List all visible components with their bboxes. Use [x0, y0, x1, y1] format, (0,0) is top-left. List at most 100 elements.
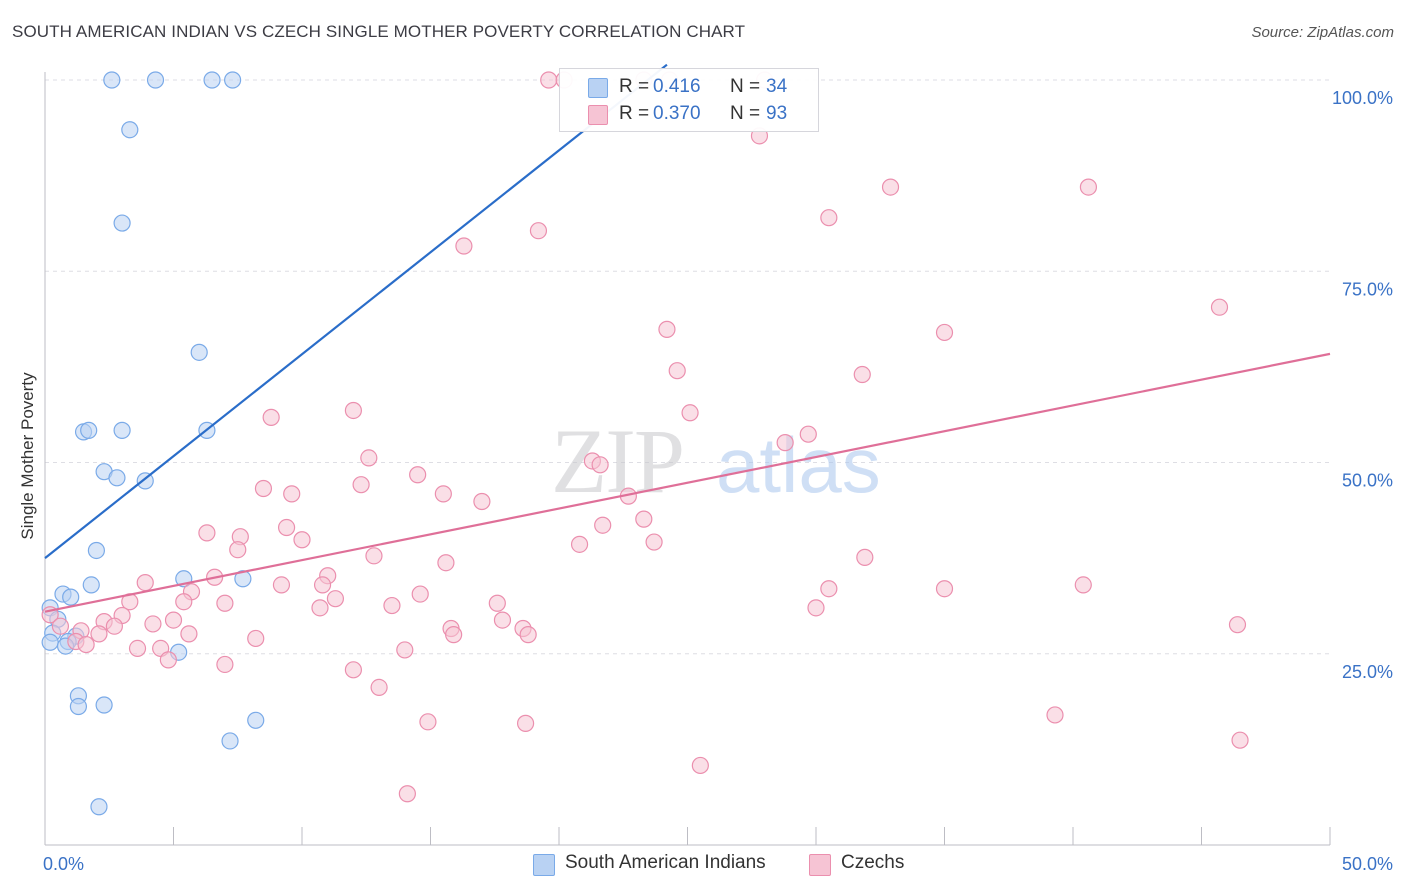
trend-line-south-american-indians — [44, 63, 668, 559]
legend-r-value: 0.416 — [653, 76, 701, 97]
point-czechs — [365, 547, 383, 565]
y-axis-label: Single Mother Poverty — [18, 372, 37, 540]
legend-r-label: R = — [619, 76, 650, 97]
watermark: ZIP atlas — [551, 410, 881, 512]
point-south-american-indians — [113, 421, 131, 439]
point-czechs — [128, 639, 147, 657]
point-czechs — [635, 510, 653, 528]
point-czechs — [272, 576, 291, 594]
watermark-zip: ZIP — [551, 410, 683, 512]
point-czechs — [668, 362, 686, 380]
point-czechs — [1046, 706, 1064, 724]
point-czechs — [935, 580, 954, 598]
legend-n-label: N = — [730, 103, 761, 124]
point-czechs — [313, 576, 332, 594]
point-czechs — [493, 611, 512, 629]
point-czechs — [820, 580, 838, 598]
point-czechs — [383, 596, 401, 615]
legend-row-czechs: R = 0.370 N = 93 — [560, 101, 818, 127]
y-tick-label: 25.0% — [1342, 662, 1393, 682]
point-czechs — [164, 611, 183, 629]
point-czechs — [105, 617, 123, 635]
point-czechs — [175, 593, 193, 611]
trend-line-czechs — [44, 352, 1331, 613]
point-czechs — [51, 617, 70, 635]
point-czechs — [90, 625, 108, 643]
legend-swatch-south-american-indians — [588, 78, 608, 98]
point-south-american-indians — [247, 711, 265, 729]
point-czechs — [1228, 616, 1247, 634]
point-czechs — [516, 714, 535, 732]
point-czechs — [344, 661, 362, 679]
legend-n-label: N = — [730, 76, 761, 97]
point-south-american-indians — [146, 71, 165, 89]
point-south-american-indians — [87, 541, 106, 560]
point-czechs — [216, 594, 234, 612]
point-south-american-indians — [41, 633, 59, 651]
point-czechs — [216, 655, 234, 674]
point-czechs — [326, 590, 345, 608]
point-czechs — [254, 479, 273, 498]
legend-n-value: 34 — [766, 76, 788, 97]
point-czechs — [77, 635, 95, 654]
point-south-american-indians — [121, 121, 139, 139]
point-czechs — [1079, 178, 1098, 196]
point-czechs — [344, 401, 362, 420]
point-czechs — [681, 404, 699, 422]
point-czechs — [820, 209, 838, 227]
point-czechs — [645, 533, 663, 551]
point-south-american-indians — [113, 214, 131, 232]
legend-r-value: 0.370 — [653, 103, 701, 124]
point-czechs — [229, 541, 247, 559]
point-czechs — [881, 178, 900, 196]
label-layer: 25.0% 50.0% 75.0% 100.0% 0.0% 50.0% — [43, 88, 1393, 874]
point-czechs — [529, 222, 548, 240]
legend-label: Czechs — [841, 852, 905, 873]
point-south-american-indians — [62, 588, 80, 606]
point-czechs — [856, 548, 874, 566]
point-south-american-indians — [190, 343, 208, 361]
point-czechs — [398, 785, 416, 803]
point-south-american-indians — [224, 71, 242, 89]
point-south-american-indians — [108, 469, 126, 487]
point-czechs — [691, 756, 709, 775]
point-south-american-indians — [69, 697, 88, 716]
y-tick-label: 100.0% — [1332, 88, 1393, 108]
point-czechs — [419, 713, 437, 731]
point-czechs — [853, 365, 871, 384]
point-south-american-indians — [234, 570, 252, 588]
point-south-american-indians — [95, 696, 113, 714]
point-czechs — [409, 466, 427, 484]
point-czechs — [370, 678, 388, 697]
x-tick-label: 50.0% — [1342, 854, 1393, 874]
trend-layer — [44, 63, 1331, 613]
point-czechs — [445, 626, 463, 644]
chart-source: Source: ZipAtlas.com — [1251, 24, 1394, 41]
point-czechs — [776, 434, 794, 452]
point-czechs — [434, 485, 452, 503]
point-czechs — [1210, 298, 1229, 316]
point-czechs — [293, 531, 311, 549]
point-czechs — [180, 625, 198, 643]
point-czechs — [144, 615, 162, 633]
point-czechs — [277, 518, 296, 537]
point-czechs — [807, 599, 825, 617]
point-czechs — [437, 554, 455, 572]
point-czechs — [658, 320, 676, 338]
point-czechs — [247, 629, 265, 648]
point-south-american-indians — [203, 71, 221, 89]
point-czechs — [136, 574, 154, 592]
legend-swatch-czechs — [809, 854, 831, 876]
point-czechs — [591, 456, 609, 474]
legend-n-value: 93 — [766, 103, 788, 124]
series-legend: South American Indians Czechs — [0, 851, 1406, 877]
point-czechs — [311, 599, 329, 617]
point-south-american-indians — [80, 421, 98, 439]
legend-swatch-czechs — [588, 105, 608, 125]
chart-title: SOUTH AMERICAN INDIAN VS CZECH SINGLE MO… — [12, 22, 746, 41]
point-czechs — [159, 651, 177, 669]
x-tick-label: 0.0% — [43, 854, 84, 874]
point-south-american-indians — [90, 798, 108, 816]
point-south-american-indians — [103, 71, 121, 89]
